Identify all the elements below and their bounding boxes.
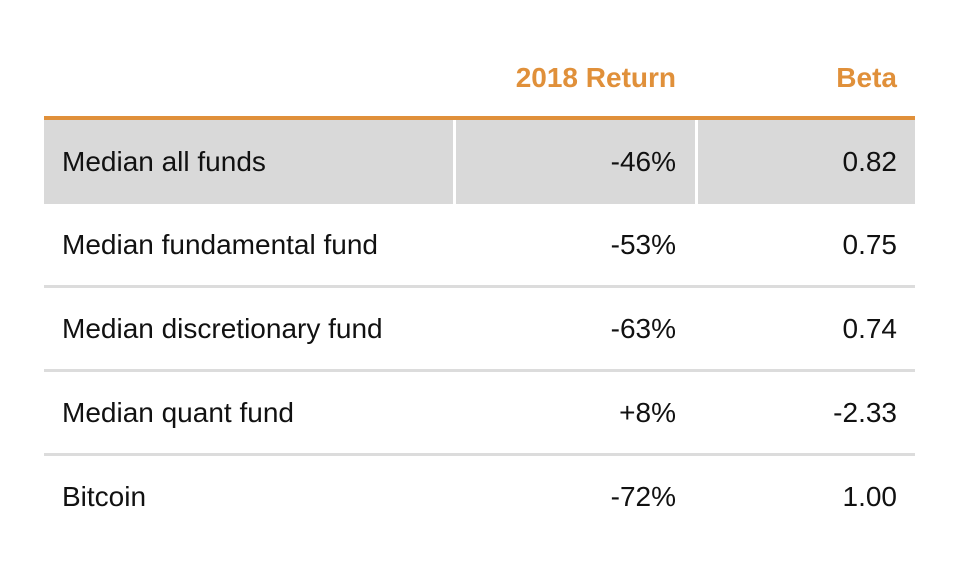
row-label: Median fundamental fund xyxy=(62,228,378,260)
row-label: Median all funds xyxy=(62,146,266,177)
header-rule xyxy=(44,116,915,120)
table-row: Median discretionary fund -63% 0.74 xyxy=(44,288,915,372)
column-divider xyxy=(453,120,456,204)
return-value: -46% xyxy=(610,146,676,177)
return-value: -53% xyxy=(610,228,676,260)
table-body: Median all funds -46% 0.82 Median fundament… xyxy=(44,120,915,537)
column-divider xyxy=(695,120,698,204)
return-value: -72% xyxy=(610,480,676,512)
row-label: Median quant fund xyxy=(62,396,294,428)
header-beta: Beta xyxy=(836,62,897,93)
row-label: Bitcoin xyxy=(62,480,147,512)
table-row: Bitcoin -72% 1.00 xyxy=(44,456,915,537)
return-value: -63% xyxy=(610,312,676,344)
beta-value: -2.33 xyxy=(833,396,897,428)
table-header: 2018 Return Beta xyxy=(44,48,915,116)
beta-value: 1.00 xyxy=(842,480,898,512)
beta-value: 0.82 xyxy=(842,146,898,177)
table-row: Median all funds -46% 0.82 xyxy=(44,120,915,204)
row-label: Median discretionary fund xyxy=(62,312,383,344)
beta-value: 0.74 xyxy=(842,312,898,344)
data-table: 2018 Return Beta Median all funds -46% 0.8… xyxy=(44,48,915,537)
header-2018-return: 2018 Return xyxy=(515,62,676,93)
table-row: Median quant fund +8% -2.33 xyxy=(44,372,915,456)
return-value: +8% xyxy=(619,396,676,428)
table-row: Median fundamental fund -53% 0.75 xyxy=(44,204,915,288)
beta-value: 0.75 xyxy=(842,228,898,260)
